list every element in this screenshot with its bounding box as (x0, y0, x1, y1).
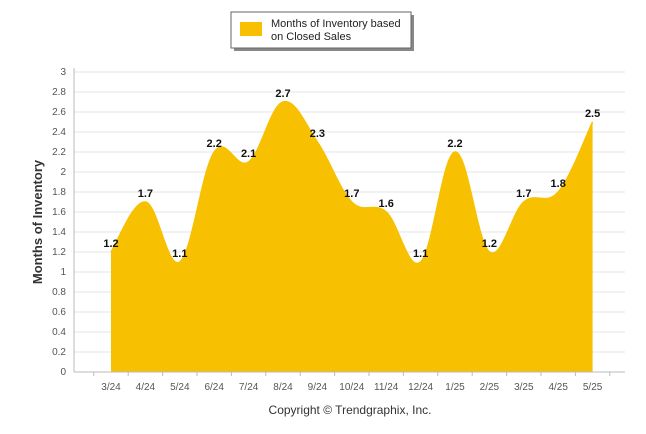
y-tick-label: 2.4 (52, 127, 66, 138)
x-tick-label: 3/25 (514, 382, 534, 393)
data-label: 1.2 (103, 238, 118, 250)
legend: Months of Inventory based on Closed Sale… (230, 11, 414, 51)
y-tick-label: 2 (60, 167, 66, 178)
x-tick-label: 10/24 (339, 382, 364, 393)
data-label: 1.2 (482, 238, 497, 250)
data-label: 2.5 (585, 108, 600, 120)
x-tick-label: 5/25 (583, 382, 603, 393)
y-tick-label: 3 (60, 67, 66, 78)
x-tick-label: 12/24 (408, 382, 433, 393)
data-label: 2.2 (447, 138, 462, 150)
data-labels: 1.2 1.7 1.1 2.2 2.1 2.7 2.3 1.7 1.6 1.1 2.2 1.2 1.7 1… (103, 88, 600, 260)
data-label: 1.1 (172, 248, 187, 260)
area-fill (111, 101, 593, 372)
data-label: 2.3 (310, 128, 325, 140)
area-line (110, 101, 594, 265)
data-label: 1.7 (516, 188, 531, 200)
y-tick-label: 1.2 (52, 247, 66, 258)
x-tick-label: 7/24 (239, 382, 259, 393)
legend-swatch (240, 22, 262, 36)
data-label: 2.1 (241, 148, 256, 160)
y-axis-title: Months of Inventory (30, 159, 45, 284)
axes (73, 68, 625, 376)
y-tick-label: 0.4 (52, 327, 66, 338)
y-tick-label: 0 (60, 367, 66, 378)
x-tick-label: 4/25 (548, 382, 568, 393)
x-tick-label: 5/24 (170, 382, 190, 393)
x-tick-label: 8/24 (273, 382, 293, 393)
x-tick-labels: 3/24 4/24 5/24 6/24 7/24 8/24 9/24 10/24 11/24 12… (101, 382, 603, 393)
data-label: 1.8 (551, 178, 566, 190)
data-label: 1.1 (413, 248, 428, 260)
y-tick-label: 1.8 (52, 187, 66, 198)
x-tick-label: 3/24 (101, 382, 121, 393)
x-tick-label: 2/25 (480, 382, 500, 393)
y-tick-label: 1.6 (52, 207, 66, 218)
x-tick-label: 4/24 (136, 382, 156, 393)
y-tick-label: 2.6 (52, 107, 66, 118)
x-tick-label: 1/25 (445, 382, 465, 393)
data-label: 1.7 (344, 188, 359, 200)
y-tick-label: 1 (60, 267, 66, 278)
x-tick-label: 6/24 (204, 382, 224, 393)
legend-label-line-1: Months of Inventory based (271, 18, 401, 30)
data-label: 2.2 (207, 138, 222, 150)
x-tick-label: 9/24 (308, 382, 328, 393)
y-tick-labels: 0 0.2 0.4 0.6 0.8 1 1.2 1.4 1.6 1.8 2 2.2 2.4 2.6 2.8 3 (52, 67, 66, 378)
y-tick-label: 0.8 (52, 287, 66, 298)
legend-label-line-2: on Closed Sales (271, 31, 352, 43)
y-tick-label: 1.4 (52, 227, 66, 238)
area-series (110, 101, 594, 372)
data-label: 2.7 (275, 88, 290, 100)
y-tick-label: 2.8 (52, 87, 66, 98)
y-tick-label: 0.6 (52, 307, 66, 318)
x-tick-label: 11/24 (374, 382, 399, 393)
y-tick-label: 2.2 (52, 147, 66, 158)
copyright-credit: Copyright © Trendgraphix, Inc. (269, 403, 432, 417)
data-label: 1.7 (138, 188, 153, 200)
y-tick-label: 0.2 (52, 347, 66, 358)
data-label: 1.6 (379, 198, 394, 210)
